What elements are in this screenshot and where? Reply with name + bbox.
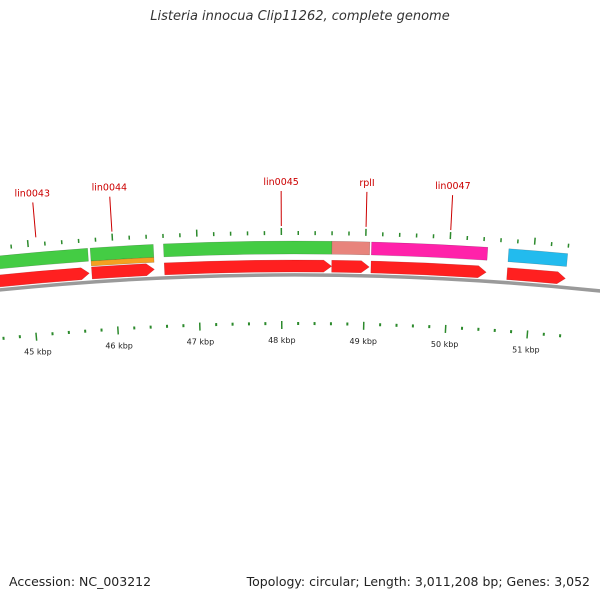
scale-ruler: 45 kbp 46 kbp 47 kbp 48 kbp 49 kbp 50 kbp 51 k…: [2, 321, 562, 357]
gene-label: lin0044: [92, 183, 127, 194]
cds-arrow: [163, 259, 333, 276]
cds-arrow: [506, 267, 566, 284]
gene-feature: [163, 240, 333, 258]
scale-tick: [526, 330, 529, 339]
gene-label: rplI: [359, 178, 374, 189]
scale-label: 49 kbp: [350, 337, 378, 346]
accession-text: Accession: NC_003212: [9, 574, 152, 589]
scale-label: 51 kbp: [512, 345, 540, 354]
tick-track: [10, 228, 570, 249]
gene-label-leader: [109, 196, 113, 232]
sub-feature-track: [90, 257, 155, 267]
cds-arrow: [331, 259, 370, 273]
cds-track: [0, 259, 566, 288]
genome-backbone: [0, 273, 600, 293]
gene-label: lin0043: [15, 188, 50, 199]
scale-label: 45 kbp: [24, 348, 52, 357]
scale-label: 50 kbp: [431, 340, 459, 349]
genome-summary-text: Topology: circular; Length: 3,011,208 bp…: [246, 574, 590, 589]
tick-mark: [26, 239, 29, 248]
page-title: Listeria innocua Clip11262, complete gen…: [150, 9, 450, 24]
cds-arrow: [0, 267, 90, 288]
tick-mark: [533, 237, 536, 245]
backbone-arc: [0, 273, 600, 293]
gene-label-leader: [365, 191, 368, 227]
gene-feature: [0, 248, 89, 270]
scale-label: 47 kbp: [187, 338, 215, 347]
gene-feature: [371, 241, 489, 261]
gene-feature: [507, 248, 568, 267]
gene-label-leader: [32, 202, 37, 238]
scale-label: 48 kbp: [268, 336, 296, 345]
gene-label: lin0045: [263, 177, 298, 188]
cds-arrow: [91, 263, 155, 280]
gene-label-leader: [450, 195, 454, 231]
gene-subfeature: [90, 257, 155, 267]
feature-track: [0, 240, 568, 270]
gene-label: lin0047: [435, 181, 470, 192]
scale-tick: [35, 332, 38, 341]
gene-labels: lin0043 lin0044 lin0045 rplI lin0047: [15, 177, 471, 238]
scale-label: 46 kbp: [105, 341, 133, 350]
gene-feature: [331, 240, 371, 256]
cds-arrow: [370, 260, 487, 278]
